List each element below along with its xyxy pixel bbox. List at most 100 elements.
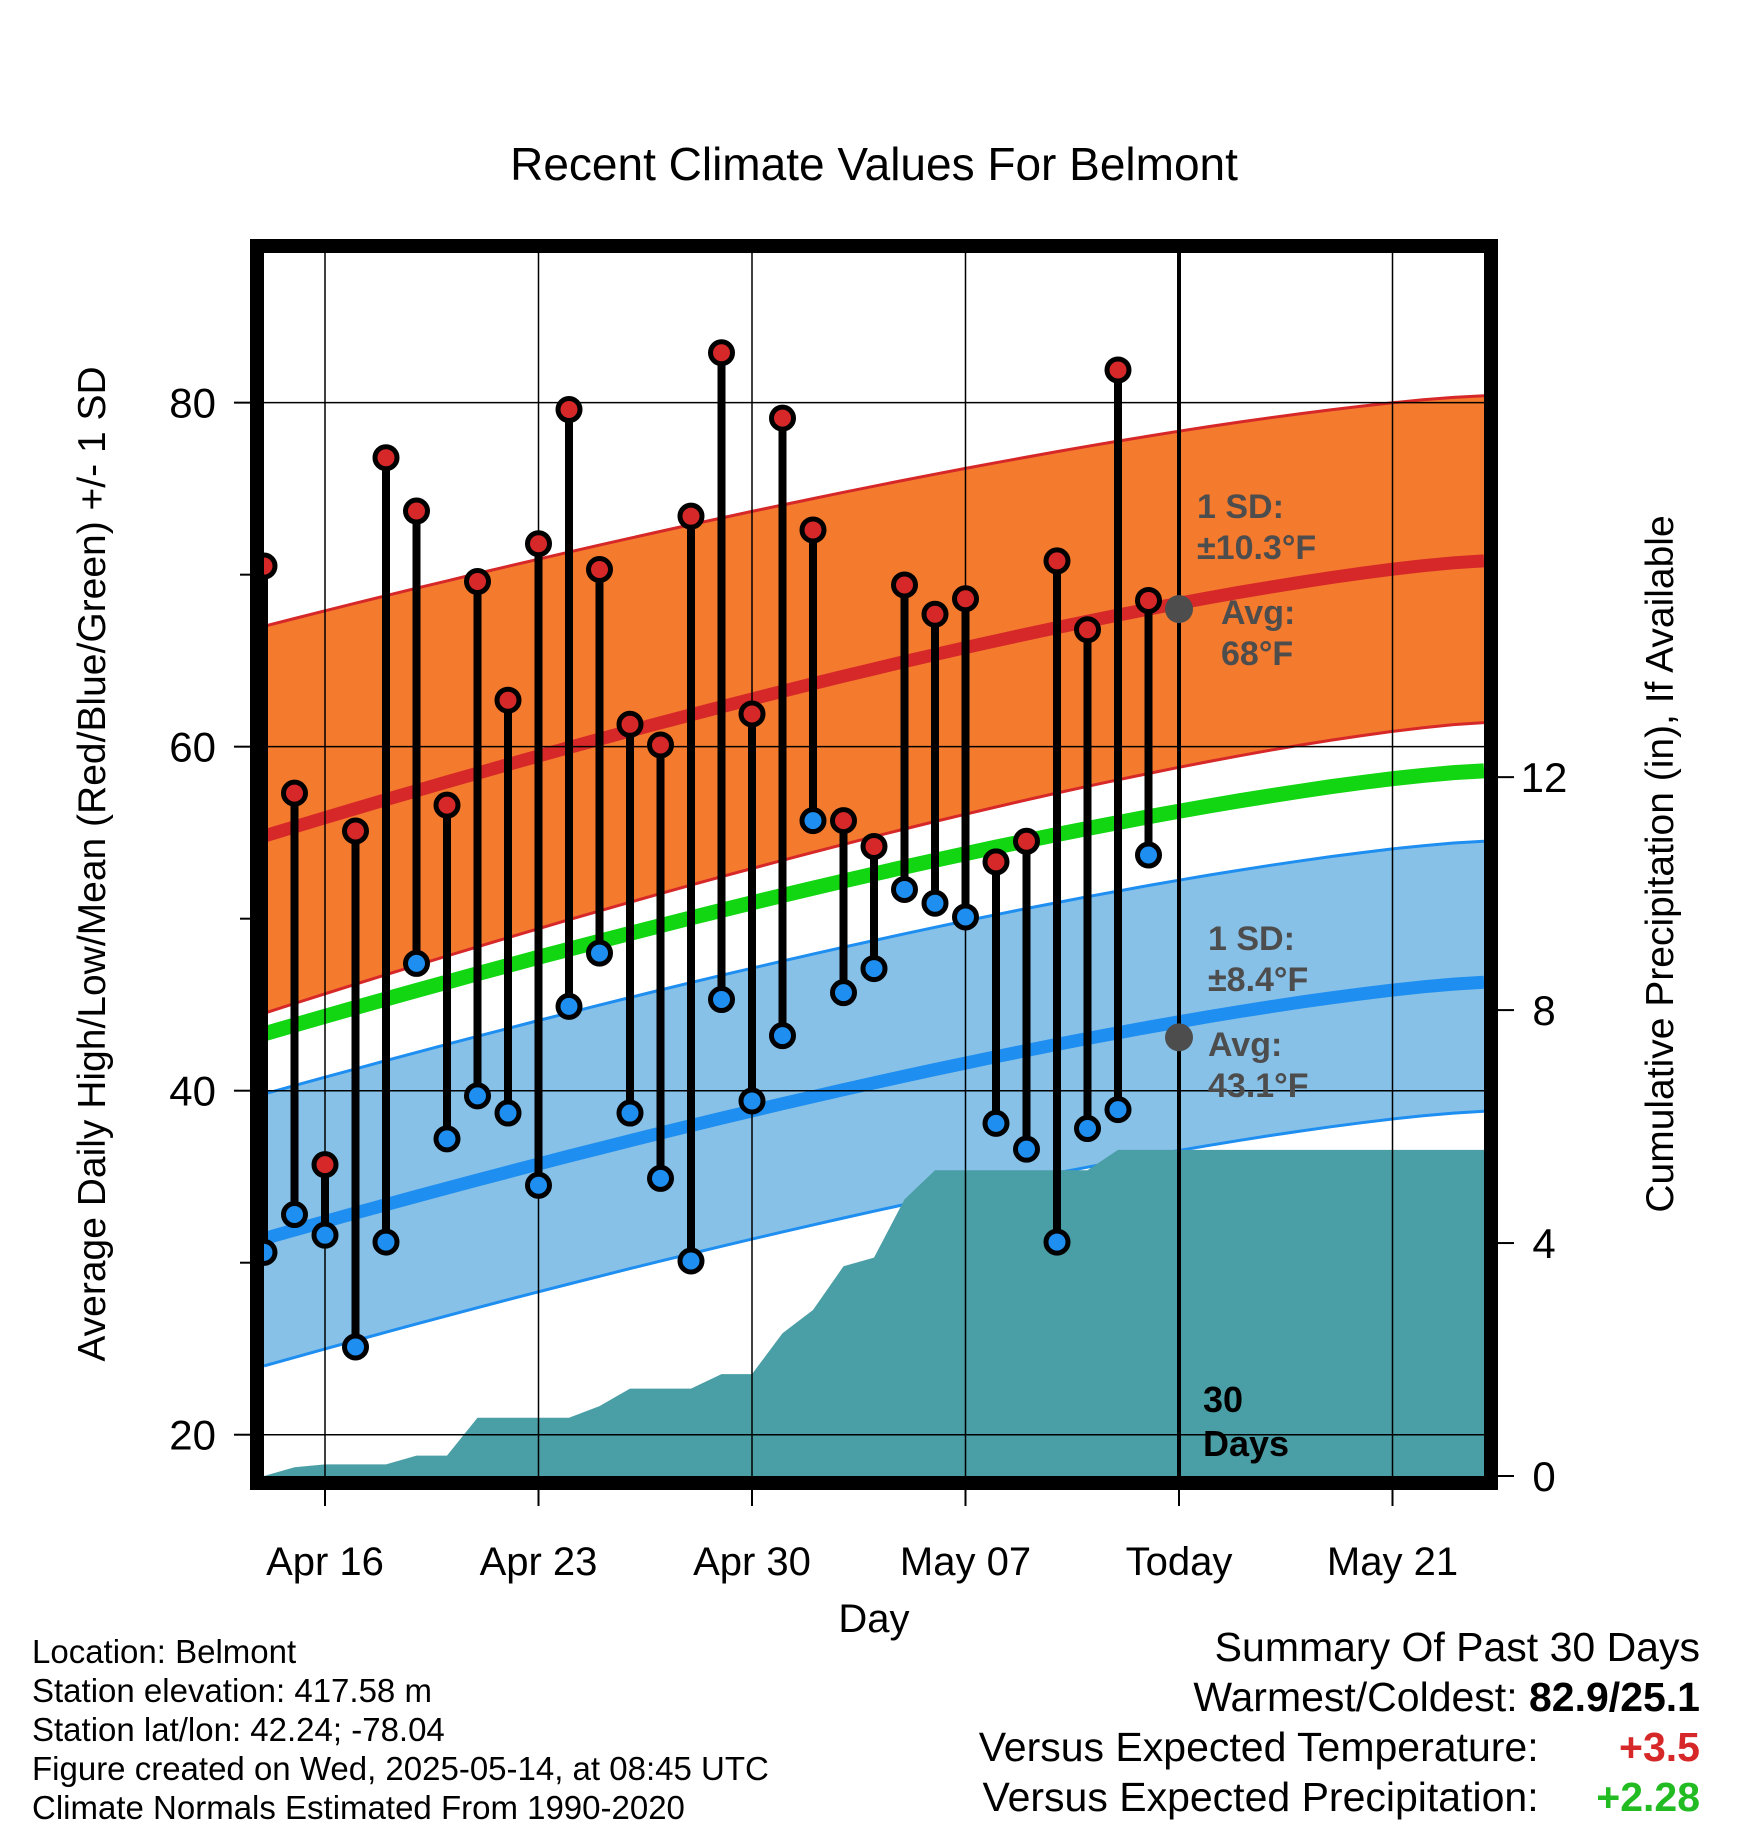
high-sd-annotation: 1 SD: ±10.3°F bbox=[1197, 488, 1316, 567]
y2-tick-label: 0 bbox=[1532, 1453, 1555, 1500]
plot-frame bbox=[250, 239, 1498, 1490]
precip-value: +2.28 bbox=[1596, 1774, 1700, 1820]
y-tick-label: 40 bbox=[169, 1068, 216, 1115]
summary-warmest-row: Warmest/Coldest: 82.9/25.1 bbox=[979, 1672, 1700, 1722]
daily-low-point bbox=[586, 939, 613, 967]
days-annotation: 30 Days bbox=[1203, 1379, 1289, 1464]
low-band-lower-edge bbox=[264, 1109, 1484, 1368]
daily-high-point bbox=[647, 731, 674, 759]
daily-low-point bbox=[647, 1164, 674, 1192]
daily-high-point bbox=[799, 516, 827, 544]
latlon-text: Station lat/lon: 42.24; -78.04 bbox=[32, 1711, 445, 1748]
daily-high-point bbox=[372, 444, 400, 472]
daily-high-point bbox=[403, 497, 430, 525]
daily-low-point bbox=[433, 1125, 461, 1153]
normal-low-line bbox=[264, 975, 1484, 1245]
low-sd-annotation: 1 SD: ±8.4°F bbox=[1208, 920, 1308, 999]
daily-high-point bbox=[586, 556, 613, 584]
y2-tick-label: 4 bbox=[1532, 1220, 1555, 1267]
daily-low-point bbox=[799, 807, 827, 835]
normals-text: Climate Normals Estimated From 1990-2020 bbox=[32, 1789, 685, 1826]
low-avg-annotation: Avg: 43.1°F bbox=[1208, 1026, 1309, 1105]
daily-low-point bbox=[982, 1109, 1010, 1137]
daily-low-point bbox=[860, 955, 888, 983]
daily-high-point bbox=[860, 832, 888, 860]
daily-high-point bbox=[891, 571, 918, 599]
x-axis-label: Day bbox=[838, 1597, 909, 1641]
daily-high-point bbox=[281, 779, 308, 807]
summary-temp-row: Versus Expected Temperature: +3.5 bbox=[979, 1722, 1700, 1772]
x-tick-label: May 07 bbox=[900, 1540, 1031, 1584]
normal-high-line bbox=[264, 554, 1484, 843]
daily-low-point bbox=[372, 1228, 400, 1256]
precip-label: Versus Expected Precipitation: bbox=[982, 1774, 1539, 1820]
daily-low-point bbox=[921, 889, 949, 917]
location-text: Location: Belmont bbox=[32, 1633, 297, 1670]
x-tick-label: Apr 23 bbox=[480, 1540, 598, 1584]
chart-title: Recent Climate Values For Belmont bbox=[510, 138, 1238, 190]
daily-high-point bbox=[738, 700, 766, 728]
warmest-label: Warmest/Coldest: bbox=[1193, 1674, 1518, 1720]
created-text: Figure created on Wed, 2025-05-14, at 08… bbox=[32, 1750, 769, 1787]
y-tick-label: 60 bbox=[169, 724, 216, 771]
daily-high-point bbox=[1013, 827, 1040, 855]
daily-low-point bbox=[1074, 1115, 1101, 1143]
daily-high-point bbox=[555, 396, 583, 424]
today-high-normal-point bbox=[1165, 595, 1193, 624]
x-tick-label: May 21 bbox=[1327, 1540, 1458, 1584]
y-tick-label: 20 bbox=[169, 1412, 216, 1459]
daily-high-point bbox=[342, 817, 369, 845]
daily-high-point bbox=[982, 848, 1010, 876]
daily-high-point bbox=[769, 404, 796, 432]
y-axis-label-right: Cumulative Precipitation (in), If Availa… bbox=[1639, 515, 1682, 1212]
x-tick-label: Today bbox=[1126, 1540, 1233, 1584]
daily-low-point bbox=[342, 1333, 369, 1361]
daily-high-point bbox=[1104, 356, 1132, 384]
daily-high-point bbox=[525, 530, 552, 558]
daily-high-point bbox=[616, 710, 644, 738]
temp-value: +3.5 bbox=[1619, 1724, 1700, 1770]
daily-high-point bbox=[1043, 547, 1071, 575]
daily-high-point bbox=[494, 686, 522, 714]
daily-low-point bbox=[311, 1221, 339, 1249]
x-tick-label: Apr 16 bbox=[266, 1540, 384, 1584]
daily-high-point bbox=[921, 600, 949, 628]
daily-high-point bbox=[1135, 586, 1162, 614]
daily-low-point bbox=[555, 992, 583, 1020]
warmest-value: 82.9/25.1 bbox=[1529, 1674, 1700, 1720]
summary-panel: Summary Of Past 30 Days Warmest/Coldest:… bbox=[979, 1622, 1700, 1822]
daily-low-point bbox=[708, 986, 735, 1014]
daily-low-point bbox=[464, 1082, 491, 1110]
station-info: Location: Belmont Station elevation: 417… bbox=[32, 1632, 769, 1827]
daily-low-point bbox=[677, 1247, 705, 1275]
daily-high-point bbox=[830, 807, 857, 835]
daily-low-point bbox=[1013, 1135, 1040, 1163]
daily-low-point bbox=[1135, 841, 1162, 869]
daily-low-point bbox=[891, 875, 918, 903]
daily-low-point bbox=[281, 1201, 308, 1229]
y-axis-label-left: Average Daily High/Low/Mean (Red/Blue/Gr… bbox=[71, 366, 114, 1361]
summary-heading: Summary Of Past 30 Days bbox=[1214, 1624, 1700, 1670]
daily-low-point bbox=[738, 1087, 766, 1115]
daily-low-point bbox=[769, 1022, 796, 1050]
daily-high-point bbox=[677, 502, 705, 530]
daily-low-point bbox=[494, 1099, 522, 1127]
daily-high-point bbox=[311, 1151, 339, 1179]
daily-high-point bbox=[464, 568, 491, 596]
daily-low-point bbox=[830, 979, 857, 1007]
y2-tick-label: 12 bbox=[1521, 754, 1568, 801]
daily-high-point bbox=[1074, 616, 1101, 644]
summary-precip-row: Versus Expected Precipitation: +2.28 bbox=[979, 1772, 1701, 1822]
y2-tick-label: 8 bbox=[1532, 987, 1555, 1034]
high-avg-annotation: Avg: 68°F bbox=[1221, 594, 1295, 673]
daily-low-point bbox=[403, 949, 430, 977]
y-tick-label: 80 bbox=[169, 380, 216, 427]
daily-low-point bbox=[1104, 1096, 1132, 1124]
daily-low-point bbox=[952, 903, 979, 931]
today-low-normal-point bbox=[1165, 1023, 1193, 1052]
elevation-text: Station elevation: 417.58 m bbox=[32, 1672, 432, 1709]
daily-low-point bbox=[616, 1099, 644, 1127]
daily-low-point bbox=[525, 1171, 552, 1199]
daily-high-point bbox=[433, 791, 461, 819]
